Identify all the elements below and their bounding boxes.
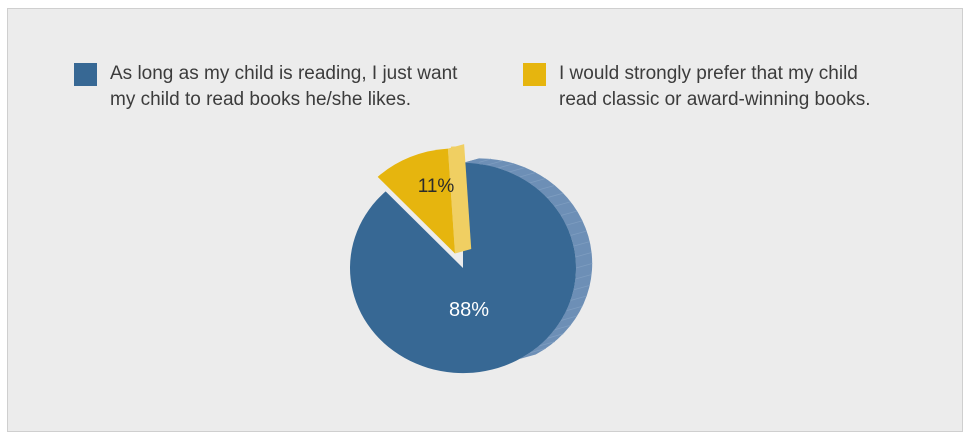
data-label-11: 11% (418, 176, 455, 197)
data-label-88: 88% (449, 299, 489, 321)
